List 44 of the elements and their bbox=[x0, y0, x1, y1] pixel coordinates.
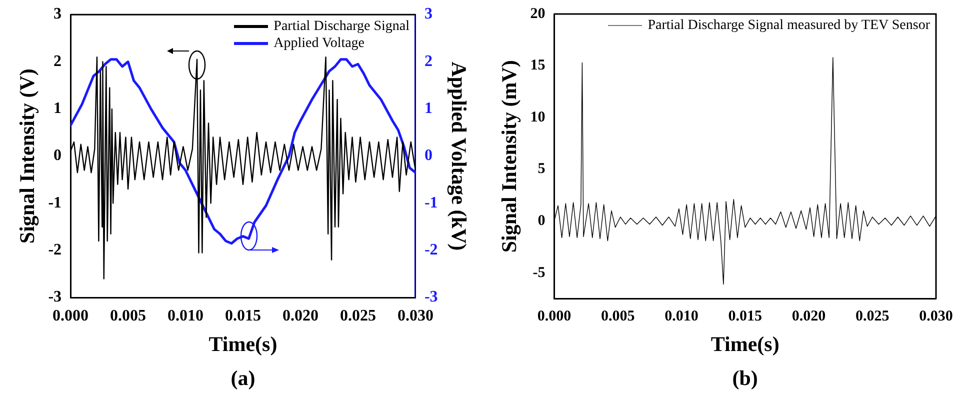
y-tick-label: 1 bbox=[54, 100, 62, 118]
x-tick-label: 0.010 bbox=[168, 307, 204, 324]
y-tick-label: 5 bbox=[538, 161, 546, 178]
y2-tick-label: -3 bbox=[424, 288, 438, 306]
y-tick-label: 10 bbox=[530, 109, 546, 126]
y2-tick-label: -1 bbox=[424, 194, 438, 212]
x-tick-label: 0.000 bbox=[537, 308, 572, 325]
y-tick-label: 15 bbox=[530, 58, 546, 74]
y-tick-label: -5 bbox=[532, 264, 546, 281]
x-tick-label: 0.005 bbox=[600, 308, 635, 325]
y2-axis-title: Applied Voltage (kV) bbox=[446, 62, 471, 251]
legend-label: Partial Discharge Signal bbox=[274, 18, 410, 35]
x-tick-label: 0.015 bbox=[225, 307, 261, 324]
text: (a) bbox=[230, 366, 256, 391]
text: Partial Discharge Signal measured by TEV Sensor bbox=[648, 17, 930, 34]
x-tick-label: 0.025 bbox=[340, 307, 376, 324]
y-tick-label: 2 bbox=[54, 52, 62, 70]
legend-label: Applied Voltage bbox=[274, 34, 365, 52]
y2-tick-label: 3 bbox=[424, 6, 432, 23]
x-axis-title: Time(s) bbox=[710, 332, 780, 356]
x-tick-label: 0.010 bbox=[664, 308, 698, 325]
x-tick-label: 0.025 bbox=[855, 308, 890, 325]
y-tick-label: 20 bbox=[530, 6, 546, 22]
text: (b) bbox=[731, 366, 759, 391]
y2-tick-label: 2 bbox=[424, 52, 432, 70]
x-tick-label: 0.020 bbox=[282, 307, 318, 324]
y-axis-title: Signal Intensity (V) bbox=[15, 68, 40, 244]
x-tick-label: 0.030 bbox=[919, 308, 953, 325]
y-tick-label: 3 bbox=[54, 6, 62, 23]
y-tick-label: -1 bbox=[48, 194, 62, 212]
x-tick-label: 0.020 bbox=[792, 308, 826, 325]
x-tick-label: 0.000 bbox=[52, 307, 89, 324]
x-tick-label: 0.005 bbox=[110, 307, 146, 324]
y2-tick-label: 0 bbox=[424, 147, 432, 164]
y-tick-label: -3 bbox=[48, 288, 62, 306]
y-tick-label: 0 bbox=[54, 147, 62, 164]
x-tick-label: 0.030 bbox=[397, 307, 434, 324]
x-tick-label: 0.015 bbox=[728, 308, 762, 325]
y-tick-label: 0 bbox=[538, 213, 546, 229]
y-axis-title: Signal Intensity (mV) bbox=[497, 60, 522, 253]
y2-tick-label: 1 bbox=[424, 100, 432, 118]
y2-tick-label: -2 bbox=[424, 242, 438, 259]
y-tick-label: -2 bbox=[48, 242, 62, 259]
x-axis-title: Time(s) bbox=[208, 332, 278, 356]
